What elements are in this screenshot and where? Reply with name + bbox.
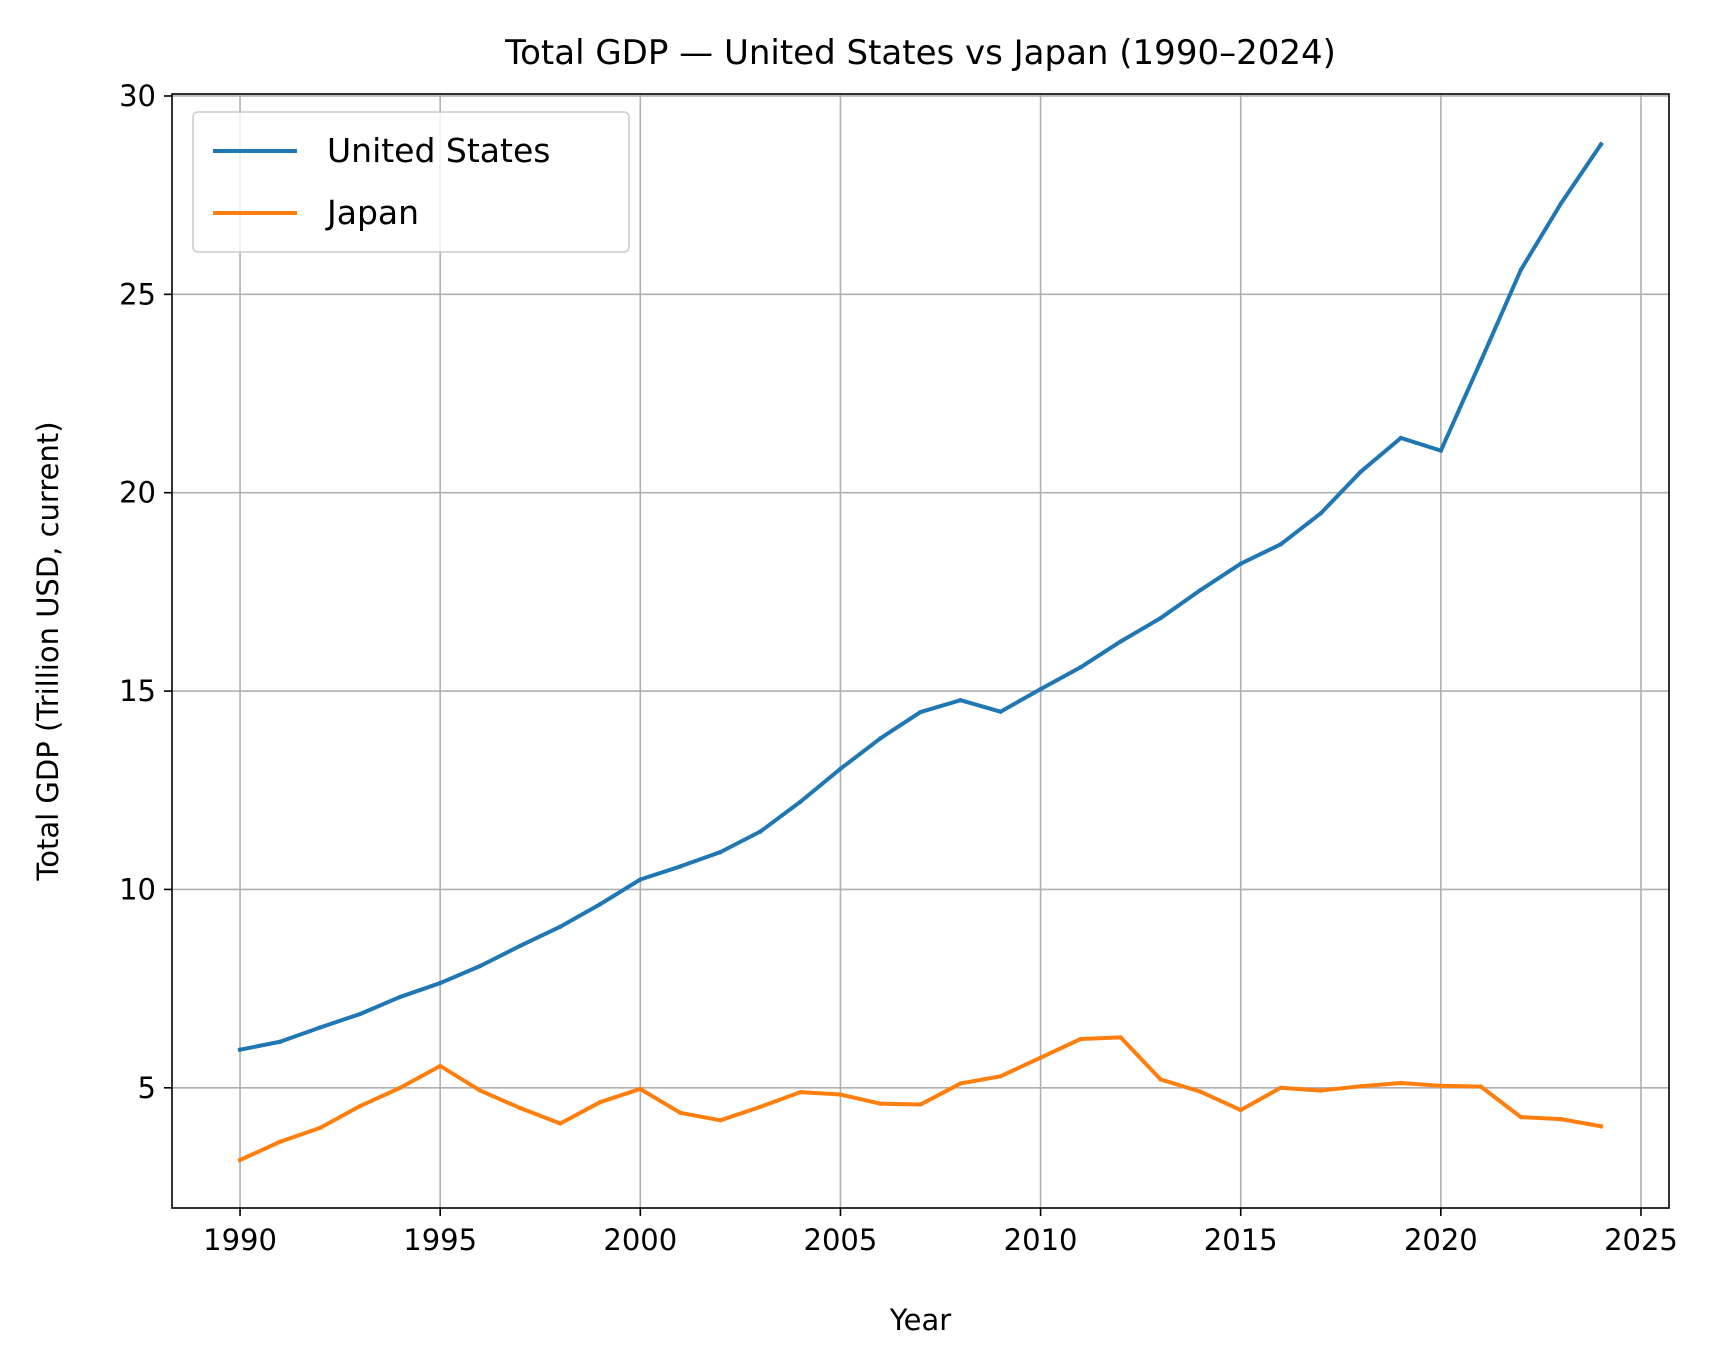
x-tick-label: 1995: [403, 1223, 477, 1257]
data-point: [1278, 542, 1283, 547]
data-point: [798, 1089, 803, 1095]
legend-label: Japan: [325, 193, 419, 232]
data-point: [1558, 201, 1564, 206]
data-point: [638, 1086, 643, 1092]
y-tick-label: 5: [138, 1071, 156, 1105]
legend: United States Japan: [192, 111, 630, 253]
data-point: [1078, 665, 1083, 670]
x-tick-label: 2020: [1404, 1223, 1478, 1257]
legend-box: [192, 111, 630, 253]
data-point: [1198, 1089, 1203, 1094]
data-point: [437, 1063, 443, 1069]
series-lines: [237, 141, 1604, 1163]
data-point: [798, 799, 803, 804]
data-point: [998, 1074, 1003, 1079]
data-point: [558, 924, 563, 929]
data-point: [1238, 561, 1243, 566]
data-point: [1158, 615, 1163, 621]
data-point: [1518, 267, 1524, 272]
data-point: [397, 1085, 403, 1090]
data-point: [958, 697, 963, 703]
data-point: [277, 1039, 283, 1044]
data-point: [838, 1092, 843, 1097]
data-point: [598, 901, 603, 907]
data-point: [397, 994, 403, 1000]
data-point: [1198, 587, 1203, 593]
data-point: [518, 943, 523, 948]
y-axis-label: Total GDP (Trillion USD, current): [31, 421, 65, 881]
data-point: [1398, 435, 1404, 441]
x-tick-label: 2025: [1604, 1223, 1678, 1257]
data-point: [758, 1104, 763, 1110]
data-point: [277, 1139, 283, 1144]
x-axis-label: Year: [889, 1303, 951, 1337]
chart-title: Total GDP — United States vs Japan (1990…: [504, 33, 1336, 73]
data-point: [598, 1099, 603, 1105]
y-tick-label: 30: [119, 79, 156, 113]
data-point: [1238, 1107, 1243, 1113]
data-point: [718, 849, 723, 855]
y-tick-label: 15: [119, 674, 156, 708]
x-tick-label: 2015: [1204, 1223, 1278, 1257]
data-point: [1598, 1124, 1604, 1129]
data-point: [878, 1101, 883, 1106]
data-point: [918, 1102, 923, 1107]
data-point: [1438, 448, 1444, 453]
data-point: [478, 1088, 483, 1093]
x-tick-label: 2010: [1004, 1223, 1078, 1257]
data-point: [317, 1125, 323, 1131]
data-point: [1358, 1084, 1363, 1089]
data-point: [478, 963, 483, 969]
data-point: [357, 1103, 363, 1109]
data-point: [1118, 639, 1123, 644]
x-tick-label: 2000: [603, 1223, 677, 1257]
y-tick-label: 25: [119, 277, 156, 311]
data-point: [317, 1025, 323, 1030]
legend-label: United States: [327, 131, 550, 170]
y-tick-label: 10: [119, 872, 156, 906]
data-point: [1038, 1055, 1043, 1060]
plot-area-frame: [171, 93, 1670, 1209]
data-point: [518, 1105, 523, 1111]
data-point: [878, 736, 883, 741]
data-point: [918, 709, 923, 715]
data-point: [678, 864, 683, 869]
data-point: [1558, 1116, 1564, 1122]
data-point: [1278, 1085, 1283, 1090]
data-point: [718, 1118, 723, 1123]
data-point: [758, 829, 763, 834]
data-point: [1358, 469, 1363, 474]
data-point: [1398, 1080, 1404, 1086]
data-point: [1518, 1114, 1524, 1120]
data-point: [1118, 1035, 1123, 1040]
data-point: [638, 877, 643, 882]
data-point: [958, 1081, 963, 1086]
x-tick-label: 2005: [804, 1223, 878, 1257]
axis-ticks: 1990 1995 2000 2005 2010 2015 2020 202551015202…: [119, 79, 1678, 1257]
data-point: [1598, 142, 1604, 147]
data-point: [1478, 1084, 1484, 1089]
data-point: [558, 1121, 563, 1126]
data-point: [838, 766, 843, 772]
y-tick-label: 20: [119, 476, 156, 510]
data-point: [1318, 1088, 1323, 1093]
data-point: [237, 1157, 243, 1163]
data-point: [1078, 1036, 1083, 1042]
data-point: [357, 1011, 363, 1017]
data-point: [1318, 511, 1323, 516]
data-point: [237, 1047, 243, 1052]
grid-lines: [172, 94, 1669, 1208]
data-point: [1478, 358, 1484, 364]
data-point: [1438, 1083, 1444, 1089]
data-point: [437, 980, 443, 986]
x-tick-label: 1990: [203, 1223, 277, 1257]
data-point: [1038, 686, 1043, 692]
data-point: [1158, 1077, 1163, 1082]
data-point: [998, 709, 1003, 714]
data-point: [678, 1110, 683, 1115]
